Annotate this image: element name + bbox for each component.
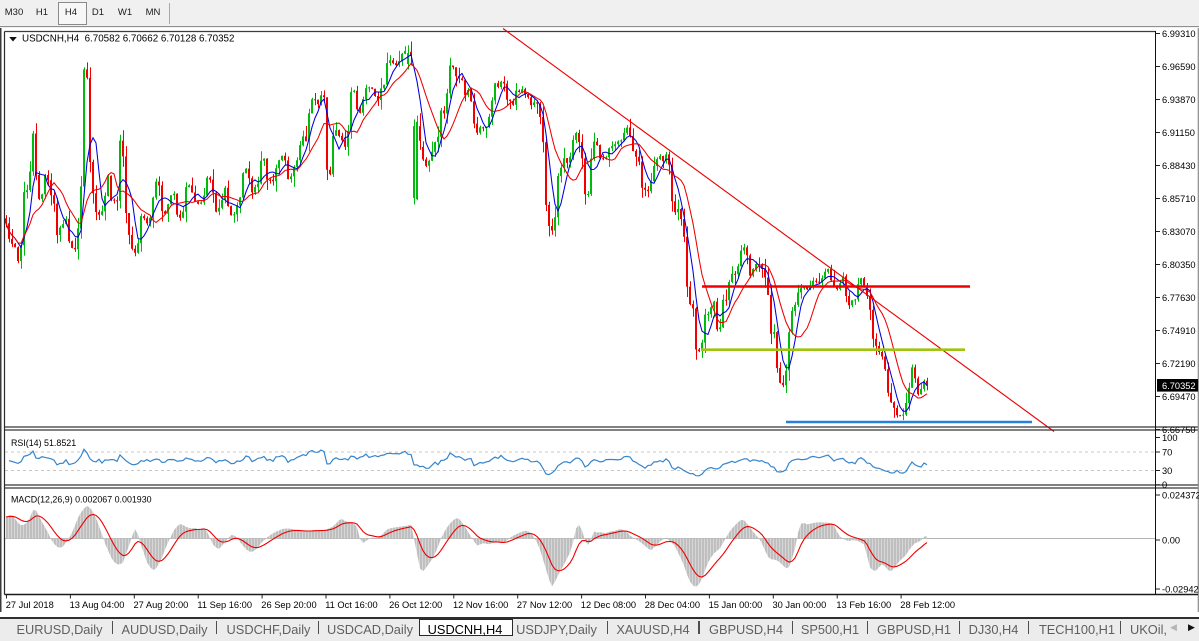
svg-text:0.00: 0.00 [1162, 535, 1180, 545]
svg-text:6.88430: 6.88430 [1162, 161, 1196, 171]
svg-text:6.99310: 6.99310 [1162, 29, 1196, 39]
svg-text:30 Jan 00:00: 30 Jan 00:00 [773, 600, 827, 610]
svg-text:6.77630: 6.77630 [1162, 293, 1196, 303]
svg-text:15 Jan 00:00: 15 Jan 00:00 [709, 600, 763, 610]
svg-text:6.66750: 6.66750 [1162, 425, 1196, 435]
svg-text:6.91150: 6.91150 [1162, 128, 1195, 138]
svg-text:13 Aug 04:00: 13 Aug 04:00 [70, 600, 125, 610]
svg-text:12 Nov 16:00: 12 Nov 16:00 [453, 600, 508, 610]
svg-text:27 Aug 20:00: 27 Aug 20:00 [134, 600, 189, 610]
svg-text:100: 100 [1162, 433, 1178, 443]
svg-text:27 Jul 2018: 27 Jul 2018 [6, 600, 54, 610]
svg-text:6.70352: 6.70352 [1162, 381, 1196, 391]
svg-text:RSI(14) 51.8521: RSI(14) 51.8521 [11, 438, 76, 448]
svg-text:70: 70 [1162, 447, 1172, 457]
svg-text:0.024372: 0.024372 [1162, 490, 1199, 500]
svg-text:6.93870: 6.93870 [1162, 95, 1196, 105]
svg-text:12 Dec 08:00: 12 Dec 08:00 [581, 600, 636, 610]
svg-text:0: 0 [1162, 480, 1167, 490]
svg-text:MACD(12,26,9) 0.002067 0.00193: MACD(12,26,9) 0.002067 0.001930 [11, 495, 152, 505]
svg-text:11 Sep 16:00: 11 Sep 16:00 [197, 600, 252, 610]
svg-text:30: 30 [1162, 466, 1172, 476]
svg-text:6.74910: 6.74910 [1162, 326, 1196, 336]
svg-text:28 Feb 12:00: 28 Feb 12:00 [900, 600, 955, 610]
svg-text:6.96590: 6.96590 [1162, 62, 1196, 72]
svg-text:6.69470: 6.69470 [1162, 392, 1196, 402]
svg-text:27 Nov 12:00: 27 Nov 12:00 [517, 600, 572, 610]
svg-text:6.80350: 6.80350 [1162, 260, 1196, 270]
svg-text:6.85710: 6.85710 [1162, 194, 1196, 204]
svg-text:26 Sep 20:00: 26 Sep 20:00 [261, 600, 316, 610]
svg-text:6.83070: 6.83070 [1162, 227, 1196, 237]
svg-text:26 Oct 12:00: 26 Oct 12:00 [389, 600, 442, 610]
svg-text:6.72190: 6.72190 [1162, 359, 1196, 369]
svg-text:-0.029423: -0.029423 [1162, 584, 1199, 594]
svg-text:13 Feb 16:00: 13 Feb 16:00 [836, 600, 891, 610]
svg-text:28 Dec 04:00: 28 Dec 04:00 [645, 600, 700, 610]
svg-text:USDCNH,H4 6.70582 6.70662 6.7: USDCNH,H4 6.70582 6.70662 6.70128 6.7035… [22, 34, 234, 45]
svg-text:11 Oct 16:00: 11 Oct 16:00 [325, 600, 378, 610]
